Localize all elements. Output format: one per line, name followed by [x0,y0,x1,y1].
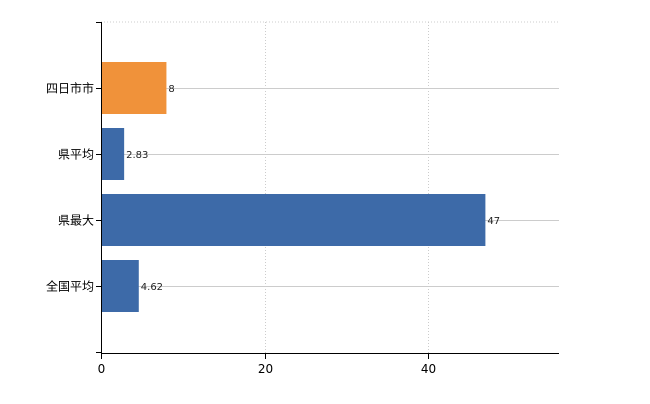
y-tick-label: 四日市市 [46,81,94,96]
bar-value-label: 4.62 [141,282,163,293]
x-tick-label: 0 [98,362,106,376]
bar [101,128,125,180]
grid-layer [101,21,559,353]
y-tick-label: 県最大 [58,214,94,228]
bar-value-label: 8 [168,84,174,95]
x-tick-label: 40 [421,362,436,376]
y-tick-label: 全国平均 [46,279,94,294]
bar [101,194,486,246]
bar-value-label: 2.83 [126,150,148,161]
bar [101,260,139,312]
y-tick-label: 県平均 [58,148,94,162]
bars-layer [101,62,486,312]
bar-value-label: 47 [487,216,500,227]
bar [101,62,167,114]
x-tick-label: 20 [258,362,273,376]
data-labels-layer: 8 2.83 47 4.62 [126,84,500,293]
